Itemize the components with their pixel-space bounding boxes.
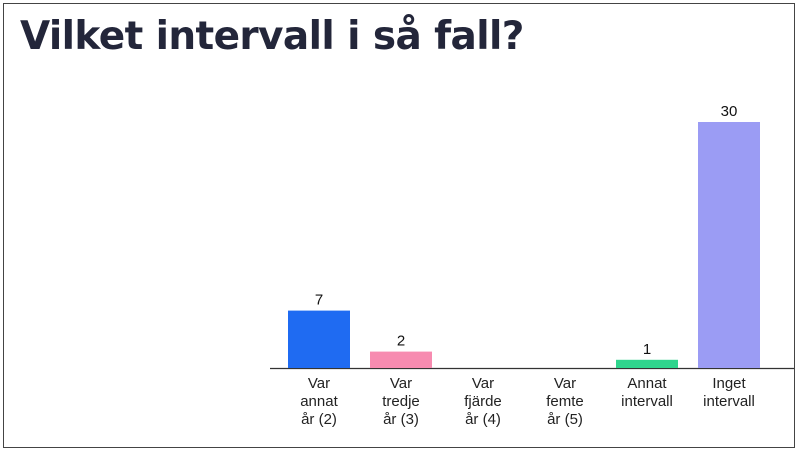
bar-5 (616, 359, 678, 368)
category-label-1: Var annat år (2) (300, 375, 338, 428)
category-label-line: år (5) (547, 411, 583, 428)
slide-frame: Vilket intervall i så fall? 7 Var annat år … (3, 3, 795, 448)
value-label-6: 30 (721, 103, 738, 120)
category-label-line: femte (546, 393, 584, 410)
chart-title: Vilket intervall i så fall? (20, 14, 524, 59)
category-label-line: intervall (703, 393, 755, 410)
category-label-line: fjärde (464, 393, 502, 410)
bar-2 (370, 351, 432, 368)
category-label-3: Var fjärde år (4) (464, 375, 502, 428)
category-label-line: år (3) (383, 411, 419, 428)
category-label-line: Var (554, 375, 576, 392)
category-label-4: Var femte år (5) (546, 375, 584, 428)
category-label-line: Var (308, 375, 330, 392)
bar-1 (288, 310, 350, 368)
category-label-6: Inget intervall (703, 375, 755, 410)
category-label-line: tredje (382, 393, 420, 410)
category-label-line: Var (390, 375, 412, 392)
bar-6 (698, 122, 760, 368)
value-label-5: 1 (643, 341, 651, 358)
category-label-line: intervall (621, 393, 673, 410)
value-label-2: 2 (397, 333, 405, 350)
value-label-1: 7 (315, 292, 323, 309)
category-label-line: Inget (712, 375, 746, 392)
category-label-5: Annat intervall (621, 375, 673, 410)
category-label-line: år (2) (301, 411, 337, 428)
category-label-line: år (4) (465, 411, 501, 428)
category-label-2: Var tredje år (3) (382, 375, 420, 428)
category-label-line: Var (472, 375, 494, 392)
category-label-line: annat (300, 393, 338, 410)
category-label-line: Annat (627, 375, 667, 392)
